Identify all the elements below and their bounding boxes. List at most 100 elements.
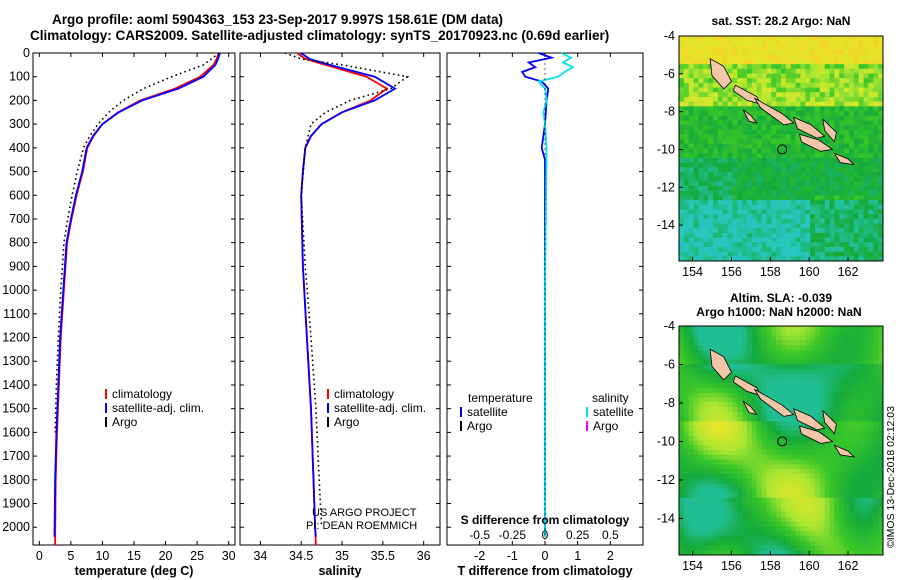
sla_map-cell bbox=[727, 397, 733, 403]
sst_map-cell bbox=[683, 129, 690, 135]
sla_map-cell bbox=[878, 407, 884, 413]
sst_map-cell bbox=[810, 246, 816, 253]
sst_map-cell bbox=[679, 176, 685, 182]
sla_map-cell bbox=[810, 364, 816, 370]
sst_map-cell bbox=[805, 228, 811, 234]
sst_map-cell bbox=[693, 153, 699, 159]
sst_map-cell bbox=[708, 82, 714, 88]
sst_map-cell bbox=[815, 223, 821, 229]
sla_map-cell bbox=[761, 459, 767, 465]
sst_map-cell bbox=[679, 96, 685, 103]
sla_map-cell bbox=[698, 373, 704, 379]
sst_map-cell bbox=[829, 139, 835, 145]
sla_map-cell bbox=[785, 440, 792, 446]
sla_map-cell bbox=[756, 473, 762, 480]
sla_map-cell bbox=[688, 445, 694, 451]
sla_map-cell bbox=[742, 526, 748, 532]
temperature-frame bbox=[32, 52, 236, 546]
sst_map-cell bbox=[829, 115, 835, 121]
sst_map-cell bbox=[853, 232, 860, 238]
sst_map-cell bbox=[708, 106, 714, 112]
sst_map-cell bbox=[781, 162, 787, 168]
sst_map-cell bbox=[771, 96, 777, 103]
sla_map-cell bbox=[698, 483, 704, 489]
sst_map-cell bbox=[781, 68, 787, 74]
sst_map-cell bbox=[858, 214, 864, 220]
sst_map-cell bbox=[776, 139, 782, 145]
sst_map-cell bbox=[751, 242, 758, 248]
sst_map-cell bbox=[858, 223, 864, 229]
sla_map-cell bbox=[839, 531, 845, 537]
sla_map-cell bbox=[688, 359, 694, 365]
sst_map-cell bbox=[829, 176, 835, 182]
sla_map-cell bbox=[698, 526, 704, 532]
sla_map-cell bbox=[703, 464, 709, 470]
sst_map-cell bbox=[766, 246, 772, 253]
sst_map-cell bbox=[863, 218, 869, 224]
sla_map-cell bbox=[751, 364, 758, 370]
sla_map-cell bbox=[819, 454, 826, 460]
sst_map-cell bbox=[873, 64, 879, 70]
sst_map-ytick-label: -10 bbox=[657, 142, 675, 156]
sla_map-cell bbox=[727, 421, 733, 427]
sst_map-cell bbox=[849, 73, 855, 79]
sla_map-cell bbox=[698, 488, 704, 494]
sla_map-cell bbox=[713, 497, 719, 503]
sst_map-cell bbox=[844, 120, 850, 126]
sla_map-cell bbox=[819, 378, 826, 384]
sst_map-cell bbox=[683, 171, 690, 178]
sst_map-cell bbox=[722, 153, 728, 159]
sla_map-cell bbox=[761, 526, 767, 532]
sst_map-cell bbox=[873, 195, 879, 201]
sla_map-cell bbox=[878, 440, 884, 446]
sst_map-cell bbox=[703, 204, 709, 210]
sst_map-cell bbox=[688, 73, 694, 79]
sst_map-cell bbox=[693, 218, 699, 224]
sla_map-cell bbox=[717, 388, 724, 394]
sst_map-cell bbox=[776, 176, 782, 182]
sla_map-cell bbox=[761, 416, 767, 422]
sst_map-cell bbox=[844, 59, 850, 65]
sla_map-cell bbox=[766, 507, 772, 513]
sst_map-cell bbox=[853, 111, 860, 117]
sst_map-cell bbox=[693, 40, 699, 46]
sla_map-cell bbox=[815, 550, 821, 556]
sst_map-cell bbox=[708, 218, 714, 224]
sst_map-cell bbox=[829, 59, 835, 65]
sla_map-cell bbox=[805, 373, 811, 379]
sst_map-cell bbox=[708, 176, 714, 182]
sla_map-cell bbox=[747, 521, 753, 527]
sla_map-cell bbox=[756, 521, 762, 527]
sla_map-cell bbox=[751, 459, 758, 465]
sst_map-cell bbox=[761, 190, 767, 196]
sla_map-cell bbox=[776, 521, 782, 527]
credit-line1: US ARGO PROJECT bbox=[312, 507, 417, 519]
sst_map-cell bbox=[722, 223, 728, 229]
sla_map-cell bbox=[776, 545, 782, 551]
sla_map-cell bbox=[849, 435, 855, 441]
sst_map-cell bbox=[698, 129, 704, 135]
sla_map-cell bbox=[708, 345, 714, 351]
sst_map-cell bbox=[849, 101, 855, 107]
sst_map-cell bbox=[727, 223, 733, 229]
sst_map-cell bbox=[776, 190, 782, 196]
sla_map-cell bbox=[703, 340, 709, 346]
sla_map-cell bbox=[751, 368, 758, 375]
temperature-xtick-label: 10 bbox=[95, 549, 109, 563]
sla_map-cell bbox=[761, 373, 767, 379]
sla_map-cell bbox=[727, 326, 733, 332]
sst_map-cell bbox=[703, 50, 709, 56]
sst_map-cell bbox=[834, 223, 840, 229]
sst_map-cell bbox=[785, 181, 792, 187]
sla_map-cell bbox=[722, 445, 728, 451]
sst_map-cell bbox=[761, 242, 767, 248]
sla_map-cell bbox=[853, 464, 860, 470]
sla_map-cell bbox=[785, 516, 792, 522]
sla_map-cell bbox=[790, 531, 796, 537]
sst_map-cell bbox=[795, 106, 801, 112]
sst_map-cell bbox=[785, 96, 792, 103]
sst_map-cell bbox=[790, 82, 796, 88]
sst_map-cell bbox=[863, 120, 869, 126]
sla_map-cell bbox=[815, 368, 821, 375]
